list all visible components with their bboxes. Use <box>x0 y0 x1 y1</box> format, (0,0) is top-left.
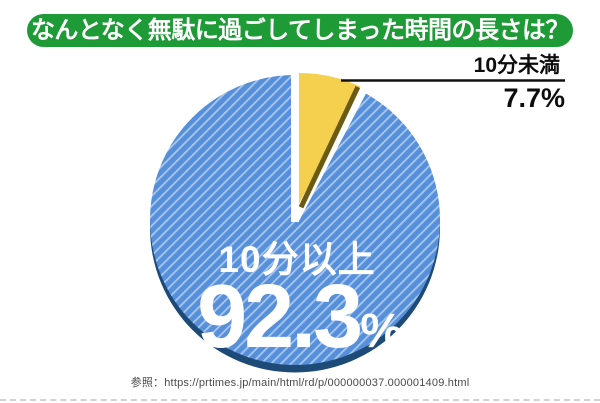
bottom-dashed-divider <box>0 399 600 401</box>
pie-slice-under10min-depth-edge <box>298 86 361 209</box>
big-slice-label: 10分以上 <box>218 239 376 280</box>
big-slice-value-unit: % <box>360 305 403 358</box>
chart-title: なんとなく無駄に過ごしてしまった時間の長さは？ <box>30 16 570 44</box>
small-slice-value-unit: % <box>540 83 565 113</box>
big-slice-value: 92.3% <box>140 272 460 362</box>
small-slice-value-number: 7.7 <box>503 83 541 113</box>
source-citation: 参照：https://prtimes.jp/main/html/rd/p/000… <box>130 377 470 389</box>
small-slice-label: 10分未満 <box>473 54 560 77</box>
chart-title-banner: なんとなく無駄に過ごしてしまった時間の長さは？ <box>27 14 573 47</box>
small-slice-value: 7.7% <box>503 83 565 114</box>
big-slice-value-number: 92.3 <box>197 267 363 367</box>
